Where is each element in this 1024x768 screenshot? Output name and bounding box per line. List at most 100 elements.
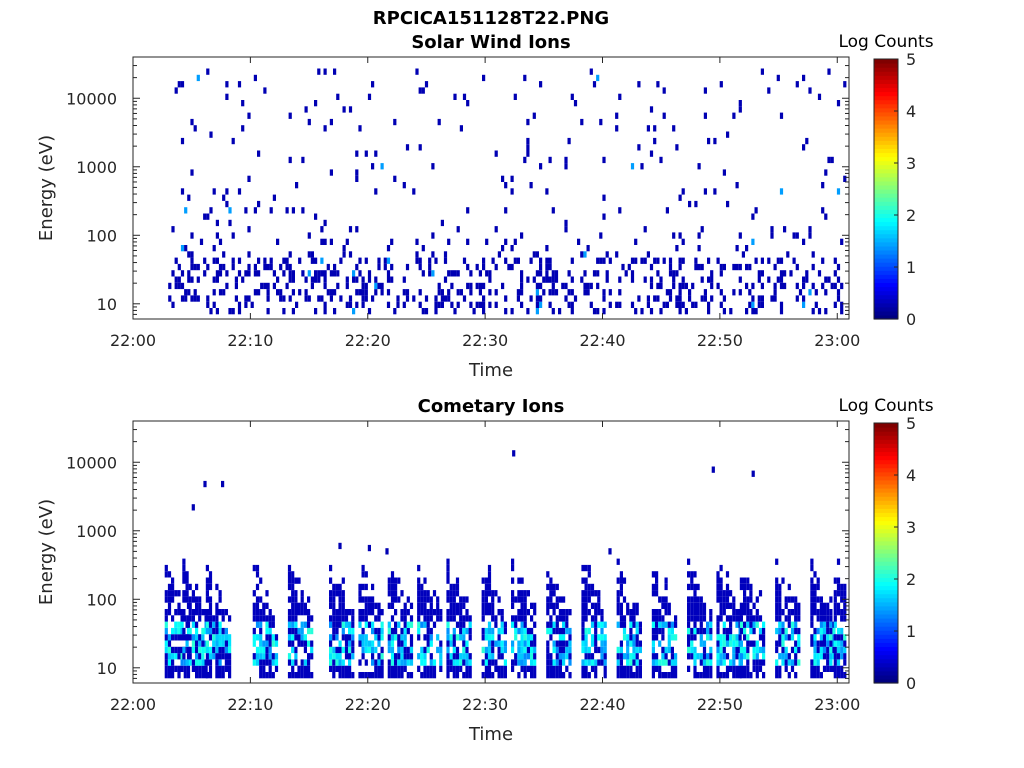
heatmap-cell xyxy=(516,295,520,302)
heatmap-cell xyxy=(532,112,536,119)
heatmap-cell xyxy=(819,634,823,641)
heatmap-cell xyxy=(843,653,847,660)
heatmap-cell xyxy=(729,665,733,672)
heatmap-cell xyxy=(781,609,785,616)
heatmap-cell xyxy=(452,646,456,654)
heatmap-cell xyxy=(602,213,606,220)
heatmap-cell xyxy=(307,295,311,302)
heatmap-cell xyxy=(530,640,534,647)
heatmap-cell xyxy=(739,646,743,654)
heatmap-cell xyxy=(423,577,427,584)
heatmap-cell xyxy=(665,289,669,296)
heatmap-cell xyxy=(380,621,384,628)
heatmap-cell xyxy=(387,602,391,609)
heatmap-cell xyxy=(817,270,822,277)
heatmap-cell xyxy=(562,621,566,628)
heatmap-cell xyxy=(693,615,697,622)
heatmap-cell xyxy=(702,615,707,622)
heatmap-cell xyxy=(526,308,530,315)
heatmap-cell xyxy=(167,672,172,679)
heatmap-cell xyxy=(629,627,633,635)
heatmap-cell xyxy=(651,609,655,616)
heatmap-cell xyxy=(186,646,191,654)
heatmap-cell xyxy=(294,615,298,622)
heatmap-cell xyxy=(332,646,336,654)
heatmap-cell xyxy=(271,640,275,647)
heatmap-cell xyxy=(221,634,225,641)
heatmap-cell xyxy=(475,263,479,271)
heatmap-cell xyxy=(329,564,333,572)
heatmap-cell xyxy=(423,646,427,654)
heatmap-cell xyxy=(338,672,342,679)
heatmap-cell xyxy=(252,609,256,616)
heatmap-cell xyxy=(810,615,814,622)
heatmap-cell xyxy=(431,163,435,170)
heatmap-cell xyxy=(661,615,665,622)
heatmap-cell xyxy=(348,627,352,635)
heatmap-cell xyxy=(462,596,466,603)
heatmap-cell xyxy=(702,653,707,660)
heatmap-cell xyxy=(581,659,585,666)
heatmap-cell xyxy=(393,118,397,126)
heatmap-cell xyxy=(380,289,384,296)
heatmap-cell xyxy=(678,289,682,296)
heatmap-cell xyxy=(581,621,585,628)
heatmap-cell xyxy=(615,112,619,119)
heatmap-cell xyxy=(361,609,365,616)
heatmap-cell xyxy=(167,583,172,591)
heatmap-cell xyxy=(687,627,691,635)
heatmap-cell xyxy=(739,577,743,584)
heatmap-cell xyxy=(439,615,443,622)
heatmap-cell xyxy=(452,615,456,622)
heatmap-cell xyxy=(426,640,430,647)
heatmap-cell xyxy=(619,615,623,622)
heatmap-cell xyxy=(287,659,292,666)
heatmap-cell xyxy=(520,627,524,635)
heatmap-cell xyxy=(743,621,747,628)
heatmap-cell xyxy=(345,301,349,308)
heatmap-cell xyxy=(397,634,401,641)
heatmap-cell xyxy=(743,627,747,635)
heatmap-cell xyxy=(269,207,273,214)
heatmap-cell xyxy=(535,270,539,277)
heatmap-cell xyxy=(690,634,694,641)
heatmap-cell xyxy=(836,602,841,609)
heatmap-cell xyxy=(274,634,279,641)
heatmap-cell xyxy=(187,194,191,201)
heatmap-cell xyxy=(749,583,753,591)
heatmap-cell xyxy=(561,282,565,290)
heatmap-cell xyxy=(208,577,213,584)
heatmap-cell xyxy=(819,640,823,647)
heatmap-cell xyxy=(843,609,847,616)
heatmap-cell xyxy=(224,665,228,672)
heatmap-cell xyxy=(244,270,248,277)
heatmap-cell xyxy=(364,621,368,628)
heatmap-cell xyxy=(500,615,504,622)
heatmap-cell xyxy=(208,621,213,628)
heatmap-cell xyxy=(752,602,756,609)
heatmap-cell xyxy=(603,672,607,679)
heatmap-cell xyxy=(494,615,498,622)
heatmap-cell xyxy=(511,615,515,622)
heatmap-cell xyxy=(377,615,381,622)
heatmap-cell xyxy=(667,659,671,666)
heatmap-cell xyxy=(259,634,263,641)
heatmap-cell xyxy=(400,627,404,635)
heatmap-cell xyxy=(605,276,609,283)
heatmap-cell xyxy=(358,640,362,647)
heatmap-cell xyxy=(491,609,495,616)
heatmap-cell xyxy=(789,270,793,277)
heatmap-cell xyxy=(288,251,292,258)
heatmap-cell xyxy=(426,672,430,679)
heatmap-cell xyxy=(364,640,368,647)
heatmap-cell xyxy=(517,596,521,603)
heatmap-cell xyxy=(632,646,636,654)
heatmap-cell xyxy=(567,301,571,308)
heatmap-cell xyxy=(415,68,419,75)
heatmap-cell xyxy=(432,590,437,597)
heatmap-cell xyxy=(452,627,456,635)
heatmap-cell xyxy=(599,257,603,264)
heatmap-cell xyxy=(209,207,213,214)
heatmap-cell xyxy=(417,665,421,672)
heatmap-cell xyxy=(329,665,333,672)
